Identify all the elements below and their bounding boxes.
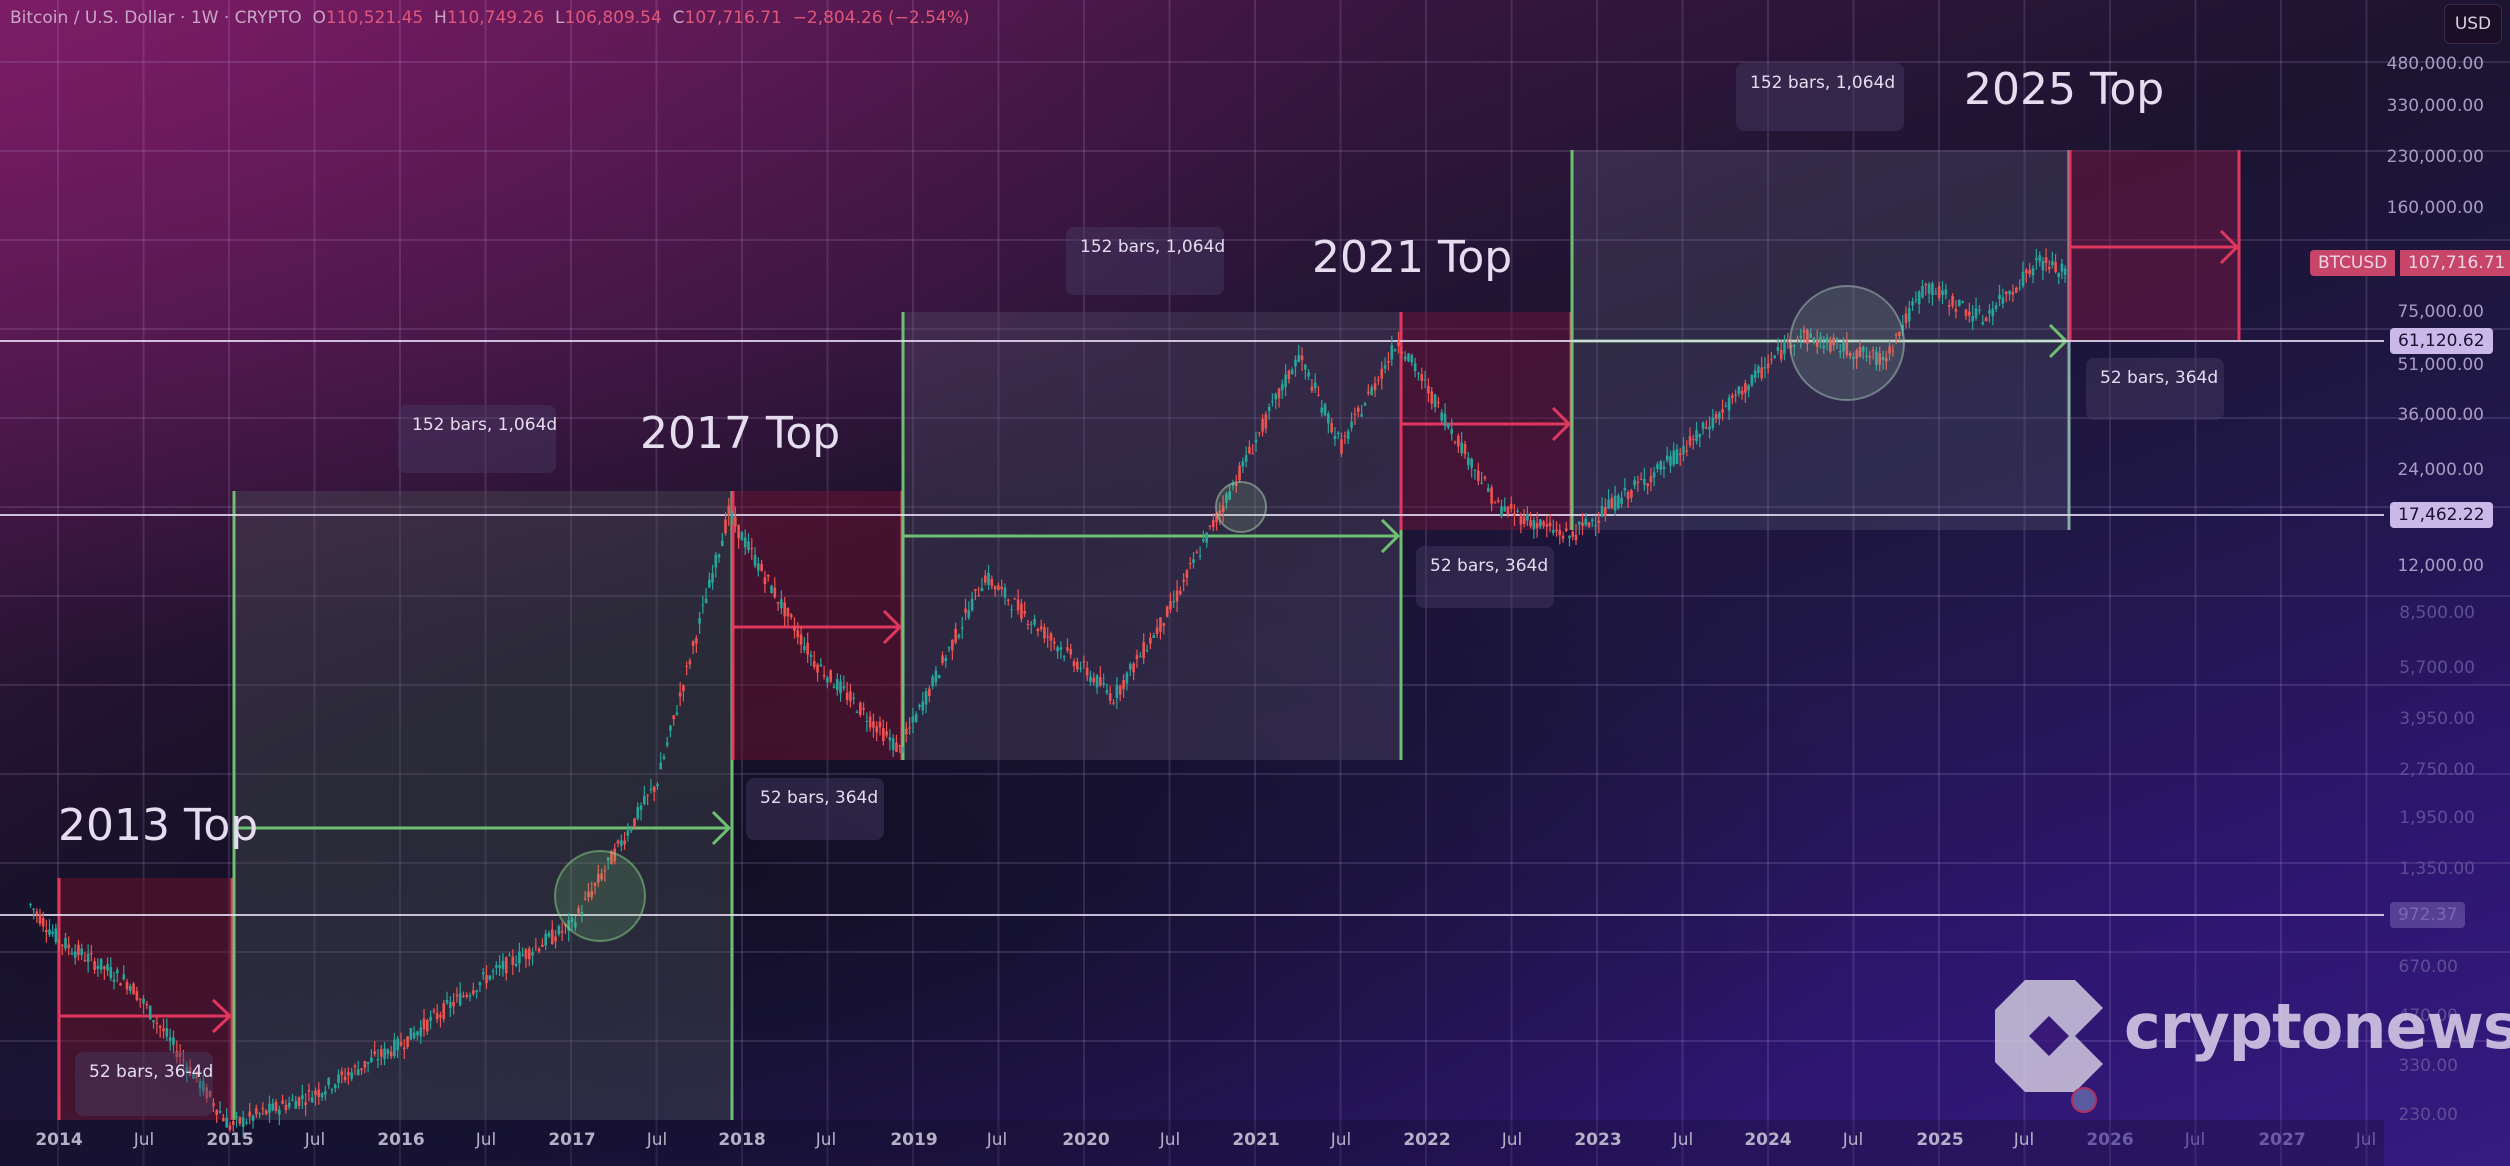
time-label: 2017 (548, 1130, 596, 1150)
change-value: −2,804.26 (−2.54%) (792, 8, 970, 28)
bear-range-label-2025: 52 bars, 364d (2086, 358, 2224, 420)
highlight-circle-2024 (1789, 285, 1905, 401)
price-label: 5,700.00 (2399, 658, 2475, 678)
bear-range-label-2017: 52 bars, 364d (746, 778, 884, 840)
time-label: 2026 (2086, 1130, 2134, 1150)
open-value: 110,521.45 (325, 8, 424, 28)
bear-range-label-2013: 52 bars, 36-4d (75, 1052, 213, 1116)
time-label: 2015 (206, 1130, 254, 1150)
symbol-header: Bitcoin / U.S. Dollar · 1W · CRYPTO O110… (10, 8, 970, 28)
price-label: 12,000.00 (2397, 556, 2484, 576)
level-tag-17462: 17,462.22 (2390, 502, 2493, 528)
highlight-circle-2017 (554, 850, 646, 942)
bull-range-2017 (234, 491, 732, 1120)
price-label: 480,000.00 (2386, 54, 2484, 74)
top-label-2013: 2013 Top (58, 800, 259, 851)
price-label: 330,000.00 (2386, 96, 2484, 116)
price-label: 330.00 (2398, 1056, 2458, 1076)
time-label: 2024 (1744, 1130, 1792, 1150)
price-label: 670.00 (2398, 957, 2458, 977)
time-label: Jul (2013, 1130, 2035, 1150)
time-label: 2027 (2258, 1130, 2306, 1150)
time-label: Jul (646, 1130, 668, 1150)
time-label: Jul (475, 1130, 497, 1150)
price-label: 75,000.00 (2397, 302, 2484, 322)
close-value: 107,716.71 (684, 8, 782, 28)
time-label: Jul (2355, 1130, 2377, 1150)
price-label: 8,500.00 (2399, 603, 2475, 623)
price-label: 470.00 (2398, 1006, 2458, 1026)
cryptonews-watermark: cryptonews (2124, 990, 2510, 1063)
top-label-2021: 2021 Top (1312, 232, 1513, 283)
price-label: 160,000.00 (2386, 198, 2484, 218)
price-label: 3,950.00 (2399, 709, 2475, 729)
price-label: 1,350.00 (2399, 859, 2475, 879)
highlight-circle-2020 (1215, 481, 1267, 533)
price-label: 51,000.00 (2397, 355, 2484, 375)
time-label: 2018 (718, 1130, 766, 1150)
cryptonews-logo-icon (1995, 980, 2103, 1092)
time-label: Jul (1330, 1130, 1352, 1150)
time-label: Jul (1501, 1130, 1523, 1150)
time-label: 2023 (1574, 1130, 1622, 1150)
time-label: Jul (1672, 1130, 1694, 1150)
symbol-title: Bitcoin / U.S. Dollar · 1W · CRYPTO (10, 8, 302, 28)
candlesticks (29, 248, 2067, 1138)
time-label: 2019 (890, 1130, 938, 1150)
time-label: 2022 (1403, 1130, 1451, 1150)
time-label: Jul (1159, 1130, 1181, 1150)
time-axis-band (0, 1120, 2384, 1166)
top-label-2025: 2025 Top (1964, 64, 2165, 115)
high-value: 110,749.26 (446, 8, 545, 28)
level-tag-61120: 61,120.62 (2390, 328, 2493, 354)
low-value: 106,809.54 (564, 8, 662, 28)
price-label: 24,000.00 (2397, 460, 2484, 480)
current-price-tag: 107,716.71 (2400, 250, 2510, 276)
current-symbol-tag: BTCUSD (2310, 250, 2396, 276)
time-label: 2020 (1062, 1130, 1110, 1150)
time-label: 2021 (1232, 1130, 1280, 1150)
level-tag-972: 972.37 (2390, 902, 2466, 928)
price-label: 2,750.00 (2399, 760, 2475, 780)
bull-range-label-2017: 152 bars, 1,064d (398, 405, 557, 473)
time-label: Jul (304, 1130, 326, 1150)
bear-range-2021 (1401, 312, 1571, 530)
bear-range-2013 (58, 878, 234, 1120)
bear-range-label-2021: 52 bars, 364d (1416, 546, 1554, 608)
time-label: Jul (986, 1130, 1008, 1150)
price-label: 230.00 (2398, 1105, 2458, 1125)
time-label: 2014 (35, 1130, 83, 1150)
us-flag-event-icon (2071, 1087, 2097, 1113)
bull-range-label-2025: 152 bars, 1,064d (1736, 63, 1904, 131)
time-label: 2025 (1916, 1130, 1964, 1150)
time-label: Jul (1842, 1130, 1864, 1150)
time-label: Jul (133, 1130, 155, 1150)
top-label-2017: 2017 Top (640, 408, 841, 459)
time-label: Jul (815, 1130, 837, 1150)
time-label: 2016 (377, 1130, 425, 1150)
price-label: 36,000.00 (2397, 405, 2484, 425)
currency-button[interactable]: USD (2444, 4, 2502, 44)
time-label: Jul (2184, 1130, 2206, 1150)
bull-range-label-2021: 152 bars, 1,064d (1066, 227, 1225, 295)
price-label: 230,000.00 (2386, 147, 2484, 167)
price-label: 1,950.00 (2399, 808, 2475, 828)
